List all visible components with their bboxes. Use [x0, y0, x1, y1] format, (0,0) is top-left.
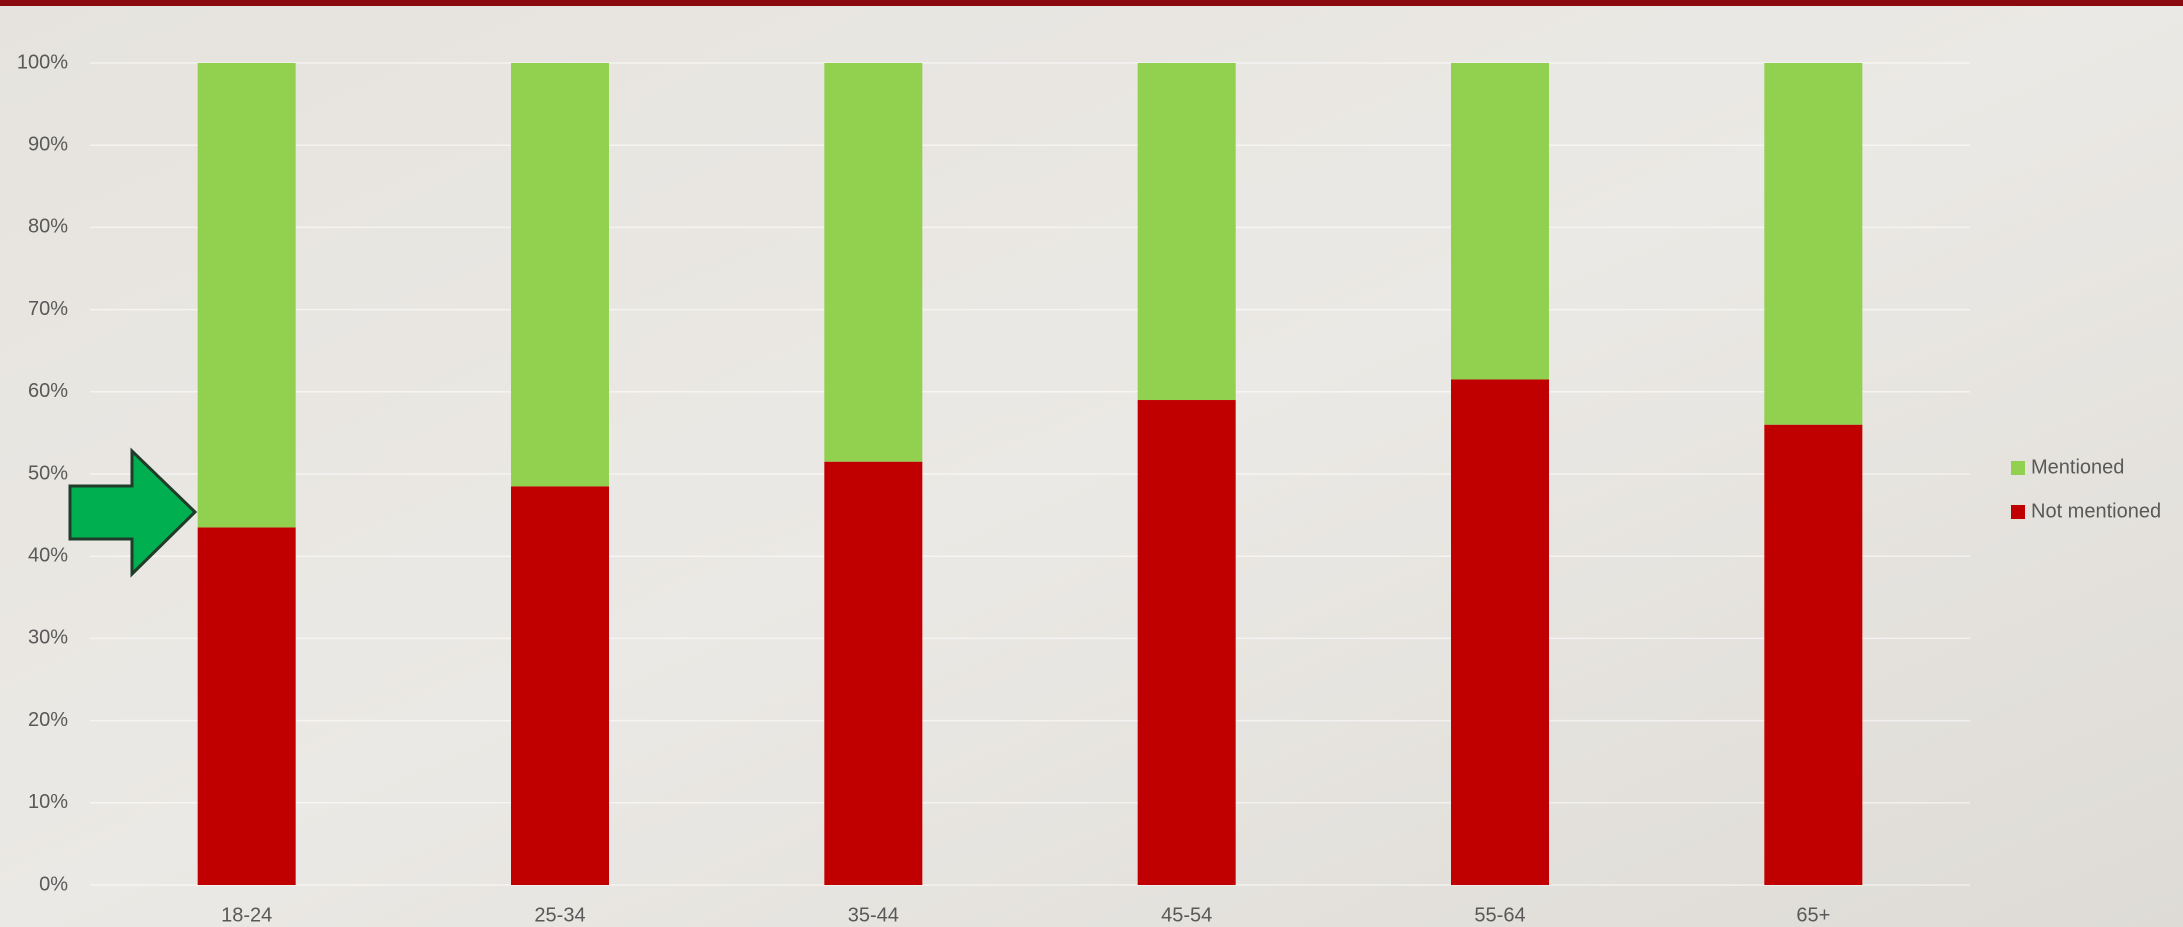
legend-label: Not mentioned [2031, 500, 2161, 522]
bars [197, 63, 1863, 885]
x-tick-label: 35-44 [848, 904, 899, 926]
y-tick-label: 0% [39, 873, 68, 895]
bar-segment [197, 527, 296, 885]
y-tick-label: 60% [28, 380, 68, 402]
bar-segment [1137, 63, 1236, 401]
y-tick-label: 100% [17, 51, 68, 73]
legend-swatch [2011, 461, 2025, 475]
y-tick-label: 80% [28, 216, 68, 238]
x-tick-label: 55-64 [1474, 904, 1525, 926]
x-tick-label: 18-24 [221, 904, 272, 926]
bar-segment [197, 63, 296, 528]
y-tick-label: 30% [28, 627, 68, 649]
bar-segment [1451, 379, 1549, 885]
bar-segment [1451, 63, 1549, 380]
legend-swatch [2011, 505, 2025, 519]
bar-segment [511, 486, 609, 885]
y-tick-label: 50% [28, 462, 68, 484]
y-tick-label: 90% [28, 133, 68, 155]
x-tick-label: 45-54 [1161, 904, 1212, 926]
grid [90, 62, 1970, 886]
x-tick-label: 65+ [1796, 904, 1830, 926]
highlight-arrow [68, 447, 198, 578]
bar-segment [1764, 63, 1863, 425]
x-tick-label: 25-34 [534, 904, 585, 926]
top-band [0, 0, 2183, 6]
y-tick-label: 20% [28, 709, 68, 731]
bar-segment [824, 63, 923, 462]
legend-label: Mentioned [2031, 456, 2124, 478]
y-tick-label: 70% [28, 298, 68, 320]
bar-segment [824, 461, 923, 885]
y-tick-label: 10% [28, 791, 68, 813]
bar-segment [1137, 400, 1236, 885]
y-tick-label: 40% [28, 544, 68, 566]
bar-segment [511, 63, 609, 487]
bar-segment [1764, 424, 1863, 885]
